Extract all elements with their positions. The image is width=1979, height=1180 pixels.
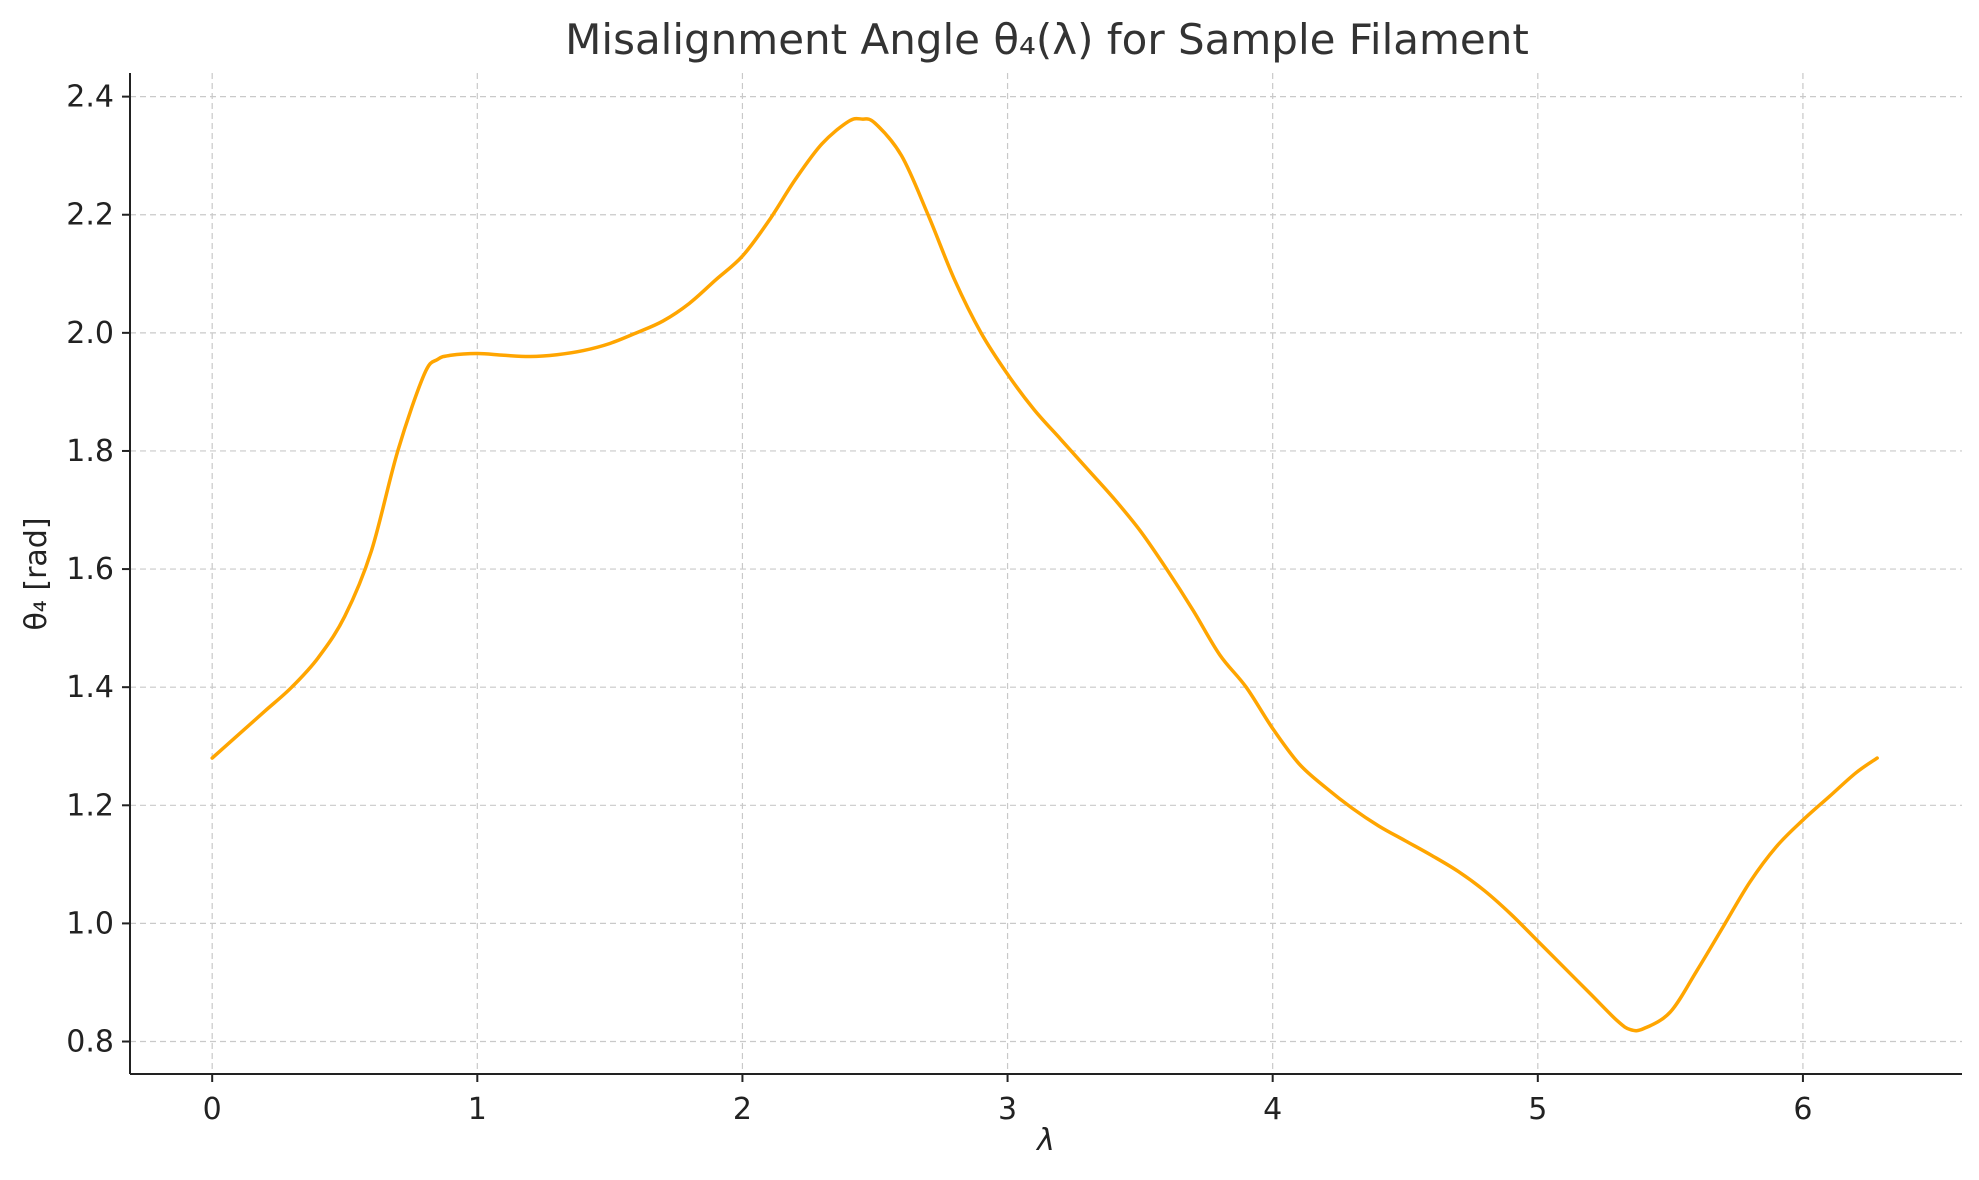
x-tick-label: 5 [1528,1092,1547,1127]
x-tick-label: 2 [733,1092,752,1127]
y-tick-label: 2.0 [66,316,114,351]
y-tick-label: 2.2 [66,198,114,233]
x-tick-label: 1 [468,1092,487,1127]
y-tick-label: 1.4 [66,670,114,705]
grid [130,73,1962,1074]
x-tick-label: 0 [203,1092,222,1127]
x-tick-label: 6 [1793,1092,1812,1127]
y-tick-label: 1.2 [66,788,114,823]
y-tick-label: 1.0 [66,906,114,941]
x-axis-label: λ [1035,1123,1055,1158]
y-axis-label: θ₄ [rad] [19,517,54,630]
axes [129,73,1962,1075]
y-ticks: 0.8 1.0 1.2 1.4 1.6 1.8 2.0 2.2 2.4 [66,80,130,1060]
y-tick-label: 1.6 [66,552,114,587]
y-tick-label: 2.4 [66,80,114,115]
series-layer [210,116,1879,1033]
chart-title: Misalignment Angle θ₄(λ) for Sample Fila… [565,15,1529,64]
x-tick-label: 4 [1263,1092,1282,1127]
series-line-0 [210,116,1879,1033]
x-tick-label: 3 [998,1092,1017,1127]
x-ticks: 0 1 2 3 4 5 6 [203,1074,1812,1127]
y-tick-label: 1.8 [66,434,114,469]
y-tick-label: 0.8 [66,1025,114,1060]
